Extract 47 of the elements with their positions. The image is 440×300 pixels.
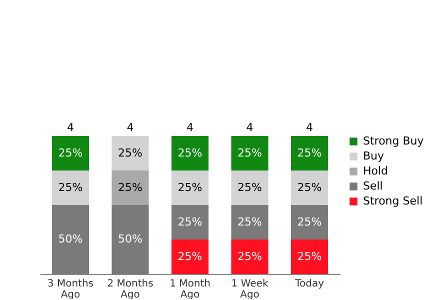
data-label: 25%: [297, 250, 322, 263]
bar: [171, 240, 209, 274]
data-label: 25%: [178, 180, 202, 194]
bar: [171, 170, 209, 205]
annotation: 4: [126, 121, 134, 134]
data-label: 50%: [118, 232, 142, 246]
x-tick-label: Today: [294, 278, 324, 290]
bar: [231, 136, 268, 170]
bar: [290, 205, 328, 240]
legend-label: Sell: [363, 180, 383, 192]
bar: [231, 240, 268, 274]
bar: [52, 136, 90, 170]
legend-label: Buy: [363, 150, 385, 162]
data-label: 25%: [238, 250, 262, 263]
bar: [231, 205, 268, 240]
data-label: 25%: [297, 215, 322, 228]
bar: [290, 136, 328, 170]
bar: [171, 136, 209, 170]
legend-label: Strong Sell: [363, 194, 423, 208]
data-label: 25%: [178, 146, 202, 160]
bar: [290, 240, 328, 274]
bar: [52, 205, 90, 274]
data-label: 25%: [178, 215, 202, 228]
bar: [112, 170, 149, 205]
data-label: 25%: [58, 180, 83, 194]
data-label: 25%: [238, 215, 262, 228]
bar: [112, 136, 149, 170]
data-label: 25%: [238, 146, 262, 160]
data-label: 50%: [58, 232, 83, 246]
bar: [171, 205, 209, 240]
annotation: 4: [186, 121, 194, 134]
bar: [231, 170, 268, 205]
data-label: 25%: [178, 250, 202, 263]
legend-label: Hold: [363, 164, 388, 178]
data-label: 25%: [238, 180, 262, 194]
annotation: 4: [66, 121, 74, 134]
bar: [290, 170, 328, 205]
data-label: 25%: [297, 146, 322, 160]
bar: [52, 170, 90, 205]
data-label: 25%: [297, 180, 322, 194]
legend-label: Strong Buy: [363, 134, 424, 148]
data-label: 25%: [118, 146, 142, 160]
data-label: 25%: [118, 180, 142, 194]
data-label: 25%: [58, 146, 83, 160]
annotation: 4: [246, 121, 254, 134]
annotation: 4: [306, 121, 314, 134]
bar: [112, 205, 149, 274]
